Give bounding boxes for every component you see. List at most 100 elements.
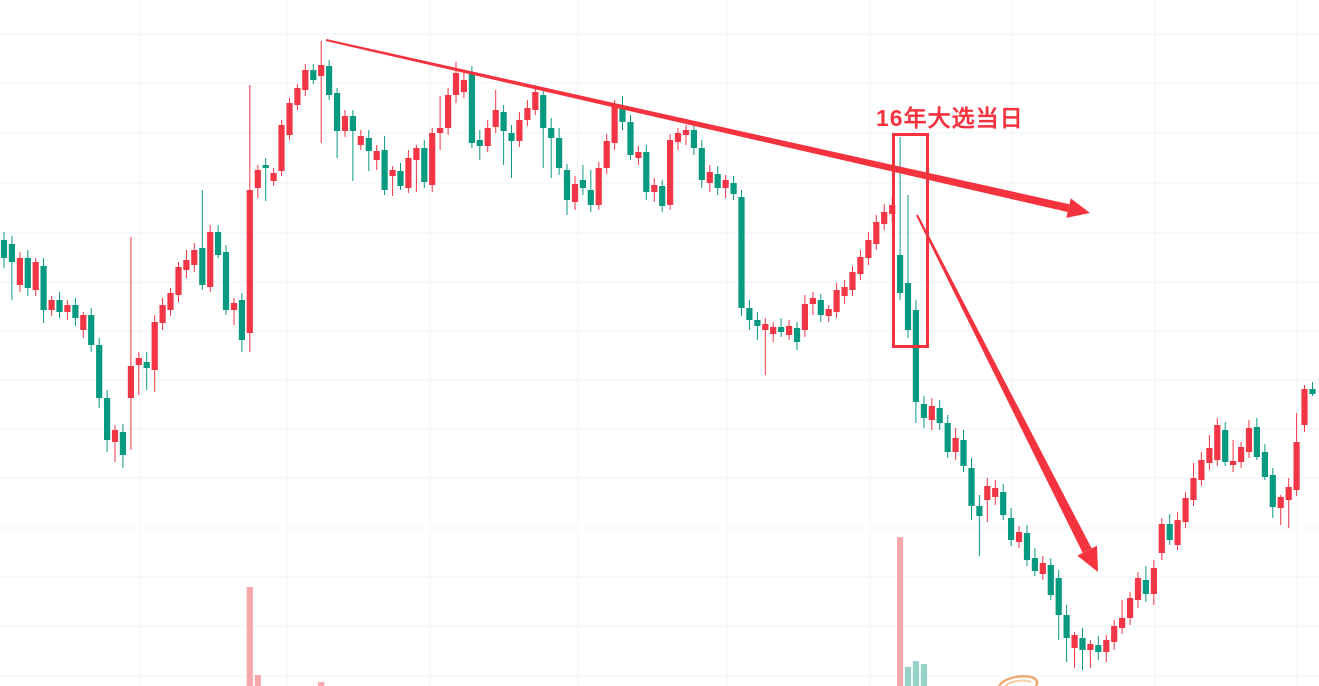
candle-body <box>778 327 785 332</box>
candle-body <box>841 287 848 296</box>
candle-body <box>833 290 840 312</box>
volume-bar <box>920 664 927 686</box>
candle-body <box>659 186 666 206</box>
candle-body <box>151 322 158 370</box>
election-day-highlight-box[interactable] <box>892 133 929 348</box>
candle-body <box>1071 635 1078 648</box>
candle-body <box>413 148 420 160</box>
candle-body <box>1000 492 1007 515</box>
volume-bar <box>897 537 904 686</box>
candle-body <box>643 152 650 192</box>
candle-body <box>881 212 888 224</box>
candle-body <box>405 158 412 188</box>
candle-body <box>278 125 285 171</box>
candle-body <box>1253 427 1260 457</box>
candle-body <box>1277 497 1284 508</box>
candle-body <box>714 174 721 188</box>
candle-body <box>1055 578 1062 615</box>
candle-body <box>1103 640 1110 652</box>
candle-body <box>1031 558 1038 571</box>
candle-body <box>286 103 293 135</box>
candle-body <box>334 93 341 131</box>
candle-body <box>191 250 198 265</box>
candle-body <box>857 257 864 274</box>
candle-body <box>104 398 111 440</box>
candle-body <box>96 345 103 398</box>
candle-body <box>1301 389 1308 425</box>
candle-body <box>786 326 793 335</box>
candle-body <box>16 258 23 285</box>
candle-body <box>619 108 626 122</box>
candle-body <box>730 183 737 194</box>
candle-body <box>199 248 206 285</box>
volume-bar <box>254 675 261 686</box>
candle-body <box>238 300 245 340</box>
candle-body <box>1119 618 1126 628</box>
candle-body <box>365 138 372 151</box>
candle-body <box>8 244 15 262</box>
candle-body <box>429 133 436 185</box>
orange-swoosh-annotation[interactable] <box>998 675 1039 686</box>
candle-body <box>421 148 428 182</box>
drop-arrow[interactable] <box>916 214 1092 553</box>
candle-body <box>215 232 222 255</box>
candle-body <box>1269 475 1276 507</box>
candle-body <box>397 171 404 186</box>
candle-body <box>460 80 467 92</box>
candle-body <box>904 283 912 330</box>
candle-body <box>318 65 325 76</box>
candle-body <box>143 362 150 368</box>
candle-body <box>524 108 531 120</box>
candle-body <box>437 128 444 133</box>
candle-body <box>508 133 515 141</box>
candle-body <box>48 300 55 310</box>
candle-body <box>80 315 87 330</box>
candle-body <box>246 190 253 333</box>
candle-body <box>302 70 309 90</box>
candle-body <box>119 432 126 455</box>
candle-body <box>32 262 39 290</box>
candle-body <box>373 151 380 160</box>
candle-body <box>532 92 539 110</box>
candle-body <box>40 266 47 310</box>
candle-body <box>24 258 31 288</box>
candle-body <box>389 170 396 176</box>
candle-body <box>603 141 610 168</box>
volume-bar <box>318 682 325 686</box>
candle-body <box>682 130 690 135</box>
candle-body <box>587 190 594 205</box>
candle-body <box>928 406 935 420</box>
orange-swoosh-inner <box>1004 679 1032 686</box>
candle-body <box>1293 442 1300 490</box>
candle-body <box>706 172 713 183</box>
candle-body <box>627 122 634 155</box>
candle-body <box>944 423 951 452</box>
candle-body <box>770 327 777 334</box>
candle-body <box>1309 389 1316 394</box>
candle-body <box>294 88 301 105</box>
candle-body <box>270 173 277 181</box>
candle-body <box>357 136 364 145</box>
candle-body <box>1134 578 1142 600</box>
election-day-annotation-label[interactable]: 16年大选当日 <box>876 105 1024 131</box>
candle-body <box>1095 645 1102 652</box>
candle-body <box>1222 430 1229 462</box>
candle-body <box>135 358 142 365</box>
candle-body <box>468 73 475 143</box>
candle-body <box>1015 532 1023 542</box>
candle-body <box>1158 524 1165 553</box>
candle-body <box>1238 447 1245 462</box>
candle-body <box>1174 520 1181 545</box>
volume-bar <box>904 667 912 686</box>
candle-body <box>484 128 491 146</box>
candle-body <box>1127 598 1134 618</box>
candle-body <box>64 305 71 312</box>
candle-body <box>1245 428 1253 452</box>
candle-body <box>762 324 769 330</box>
candle-body <box>476 140 483 146</box>
candle-body <box>793 328 801 342</box>
trendline-arrow[interactable] <box>325 39 1070 212</box>
candle-body <box>992 488 999 497</box>
